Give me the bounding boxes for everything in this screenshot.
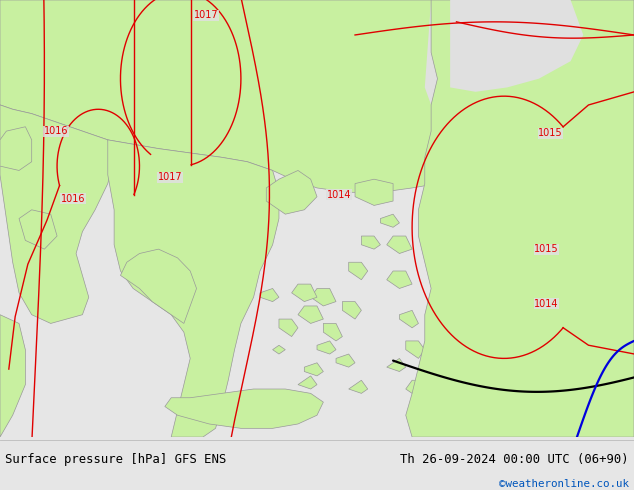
Polygon shape: [273, 345, 285, 354]
Polygon shape: [260, 289, 279, 301]
Polygon shape: [108, 140, 279, 437]
Text: 1015: 1015: [538, 128, 562, 138]
Polygon shape: [399, 310, 418, 328]
Polygon shape: [342, 301, 361, 319]
Polygon shape: [0, 0, 634, 192]
Polygon shape: [19, 210, 57, 249]
Text: Th 26-09-2024 00:00 UTC (06+90): Th 26-09-2024 00:00 UTC (06+90): [400, 453, 629, 466]
Polygon shape: [349, 262, 368, 280]
Text: ©weatheronline.co.uk: ©weatheronline.co.uk: [499, 479, 629, 489]
Text: 1017: 1017: [194, 10, 218, 20]
Polygon shape: [298, 376, 317, 389]
Polygon shape: [425, 0, 539, 109]
Polygon shape: [165, 389, 323, 428]
Polygon shape: [336, 354, 355, 367]
Polygon shape: [304, 363, 323, 376]
Polygon shape: [317, 341, 336, 354]
Polygon shape: [406, 0, 634, 437]
Polygon shape: [387, 358, 406, 371]
Polygon shape: [450, 0, 583, 92]
Polygon shape: [349, 380, 368, 393]
Polygon shape: [355, 179, 393, 205]
Polygon shape: [298, 306, 323, 323]
Text: 1016: 1016: [44, 126, 68, 136]
Polygon shape: [431, 301, 450, 319]
Text: 1014: 1014: [534, 299, 559, 309]
Polygon shape: [0, 315, 25, 437]
Text: Surface pressure [hPa] GFS ENS: Surface pressure [hPa] GFS ENS: [5, 453, 226, 466]
Polygon shape: [406, 341, 425, 358]
Polygon shape: [361, 236, 380, 249]
Polygon shape: [380, 214, 399, 227]
Polygon shape: [266, 171, 317, 214]
Text: 1017: 1017: [158, 172, 182, 182]
Polygon shape: [476, 367, 495, 380]
Polygon shape: [279, 319, 298, 337]
Polygon shape: [292, 284, 317, 301]
Polygon shape: [387, 236, 412, 253]
Text: 1014: 1014: [327, 190, 351, 199]
Polygon shape: [311, 289, 336, 306]
Polygon shape: [387, 271, 412, 289]
Polygon shape: [0, 105, 114, 323]
Polygon shape: [120, 249, 197, 323]
Text: 1016: 1016: [61, 194, 85, 204]
Text: 1015: 1015: [534, 244, 559, 254]
Polygon shape: [0, 127, 32, 171]
Polygon shape: [406, 380, 431, 398]
Polygon shape: [456, 337, 482, 354]
Polygon shape: [323, 323, 342, 341]
